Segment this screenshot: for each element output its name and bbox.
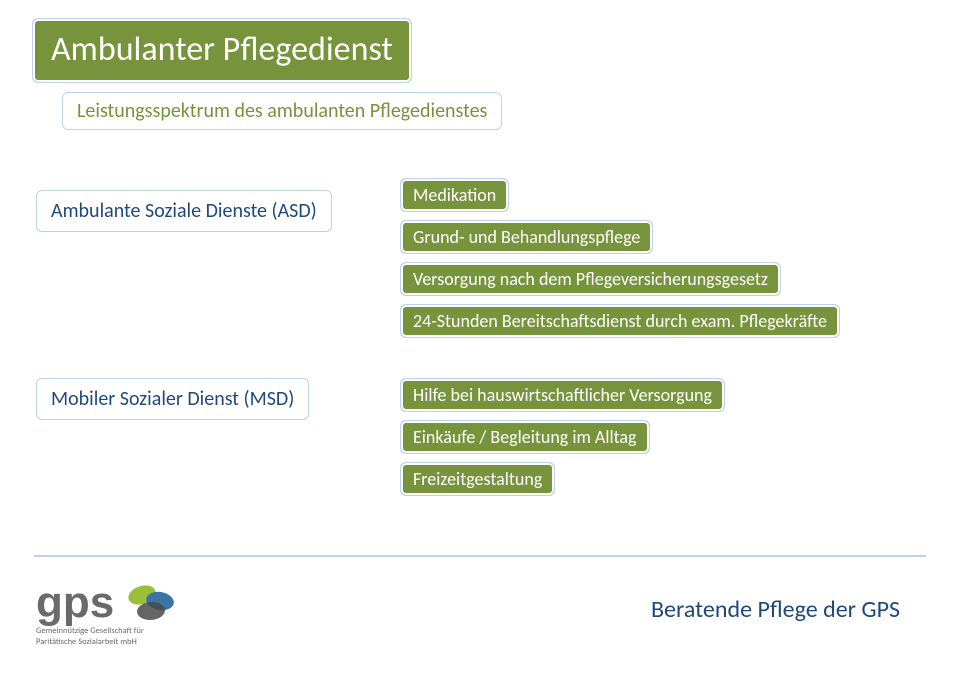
- logo-text: gps: [36, 578, 114, 627]
- footer-divider: [34, 555, 926, 557]
- item-text: Hilfe bei hauswirtschaftlicher Versorgun…: [413, 384, 712, 406]
- title-text: Ambulanter Pflegedienst: [51, 29, 393, 70]
- footer-text-content: Beratende Pflege der GPS: [651, 595, 900, 624]
- section-label-asd: Ambulante Soziale Dienste (ASD): [36, 190, 332, 232]
- list-item: 24-Stunden Bereitschaftsdienst durch exa…: [400, 304, 840, 338]
- logo-sub1: Gemeinnützige Gesellschaft für: [36, 626, 144, 636]
- item-text: Medikation: [413, 184, 496, 206]
- list-item: Freizeitgestaltung: [400, 462, 555, 496]
- logo-sub2: Paritätische Sozialarbeit mbH: [36, 637, 137, 647]
- item-text: 24-Stunden Bereitschaftsdienst durch exa…: [413, 310, 827, 332]
- item-text: Einkäufe / Begleitung im Alltag: [413, 426, 637, 448]
- subtitle-text: Leistungsspektrum des ambulanten Pfleged…: [77, 99, 487, 123]
- section-label-msd: Mobiler Sozialer Dienst (MSD): [36, 378, 309, 420]
- section-items-asd: Medikation Grund- und Behandlungspflege …: [400, 178, 900, 346]
- item-text: Freizeitgestaltung: [413, 468, 542, 490]
- slide-title: Ambulanter Pflegedienst: [32, 18, 412, 83]
- slide-subtitle: Leistungsspektrum des ambulanten Pfleged…: [62, 92, 502, 130]
- list-item: Einkäufe / Begleitung im Alltag: [400, 420, 650, 454]
- list-item: Hilfe bei hauswirtschaftlicher Versorgun…: [400, 378, 725, 412]
- section-label-text: Mobiler Sozialer Dienst (MSD): [51, 387, 294, 411]
- logo-svg: gps Gemeinnützige Gesellschaft für Parit…: [34, 575, 194, 655]
- logo: gps Gemeinnützige Gesellschaft für Parit…: [34, 575, 194, 655]
- section-items-msd: Hilfe bei hauswirtschaftlicher Versorgun…: [400, 378, 900, 504]
- list-item: Grund- und Behandlungspflege: [400, 220, 653, 254]
- list-item: Medikation: [400, 178, 509, 212]
- item-text: Grund- und Behandlungspflege: [413, 226, 640, 248]
- item-text: Versorgung nach dem Pflegeversicherungsg…: [413, 268, 768, 290]
- section-label-text: Ambulante Soziale Dienste (ASD): [51, 199, 317, 223]
- footer-text: Beratende Pflege der GPS: [651, 595, 900, 624]
- list-item: Versorgung nach dem Pflegeversicherungsg…: [400, 262, 781, 296]
